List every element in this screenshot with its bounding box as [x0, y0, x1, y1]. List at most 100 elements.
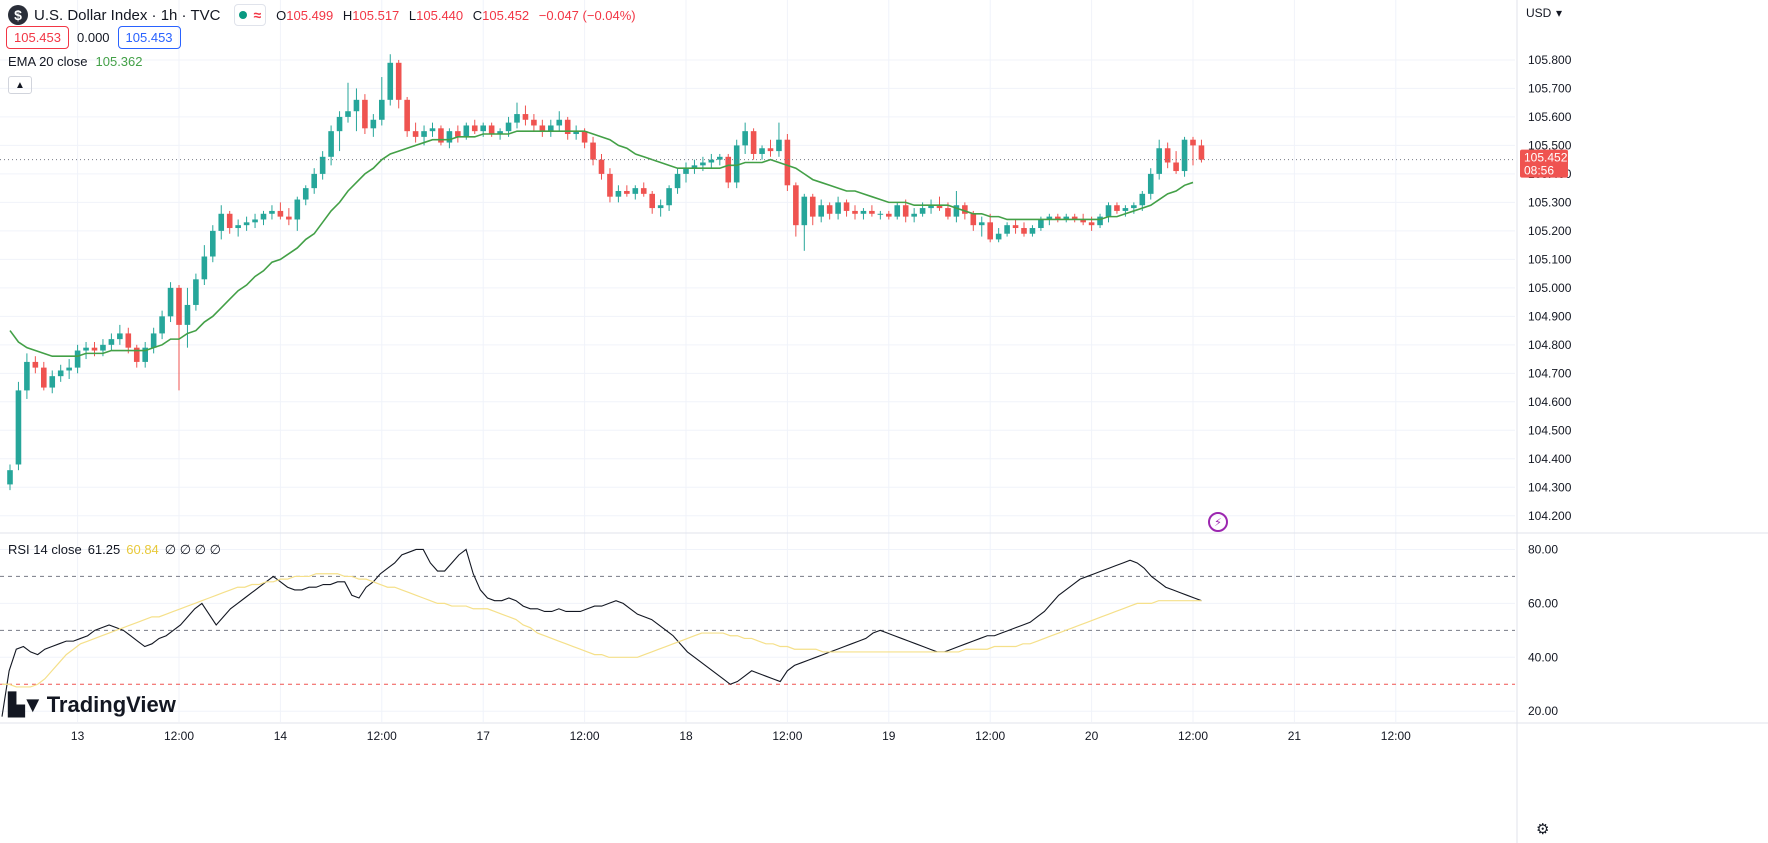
candle-body	[852, 210, 858, 214]
candle	[894, 202, 901, 220]
candle	[725, 153, 732, 189]
candle-body	[1156, 148, 1162, 174]
candle-body	[1147, 173, 1154, 194]
candle-body	[1105, 205, 1112, 217]
dollar-symbol-icon: $	[8, 5, 28, 25]
symbol-title[interactable]: U.S. Dollar Index · 1h · TVC	[34, 6, 221, 24]
price-tick-label: 105.300	[1528, 195, 1572, 209]
candle	[1097, 213, 1103, 229]
candle	[235, 219, 241, 237]
candle	[852, 205, 858, 220]
candle-body	[193, 279, 199, 305]
candle	[159, 310, 165, 340]
candle-body	[1139, 193, 1146, 206]
candle-body	[488, 125, 495, 135]
candle	[260, 210, 267, 226]
candle-body	[1164, 148, 1171, 163]
time-tick-label: 14	[274, 729, 288, 743]
candle	[683, 162, 689, 183]
tradingview-logo[interactable]: ▙▼ TradingView	[8, 692, 176, 718]
candle	[362, 94, 368, 135]
candle-body	[91, 347, 98, 351]
rsi-line	[1, 548, 1202, 717]
candle-body	[353, 99, 360, 112]
time-tick-label: 12:00	[164, 729, 194, 743]
price-tick-label: 105.600	[1528, 110, 1572, 124]
candle-body	[539, 125, 546, 132]
candle-body	[1029, 228, 1036, 234]
spread-value: 0.000	[77, 30, 110, 45]
candle	[32, 356, 39, 374]
candle	[860, 208, 867, 220]
candle	[1063, 213, 1070, 223]
candle	[15, 381, 22, 471]
candle	[379, 77, 385, 126]
time-tick-label: 19	[882, 729, 896, 743]
candle	[412, 122, 419, 143]
candle-body	[57, 370, 64, 377]
candle-body	[497, 131, 503, 135]
candle-body	[345, 111, 351, 117]
rsi-tick-label: 80.00	[1528, 542, 1558, 556]
candle-body	[421, 131, 427, 137]
candle-body	[809, 196, 816, 217]
tradingview-logo-icon: ▙▼	[8, 692, 44, 717]
candle-body	[218, 213, 225, 231]
ema-legend[interactable]: EMA 20 close 105.362	[8, 54, 143, 69]
price-tick-label: 104.700	[1528, 366, 1572, 380]
candle	[184, 287, 191, 348]
rsi-legend[interactable]: RSI 14 close 61.25 60.84 ∅ ∅ ∅ ∅	[8, 542, 221, 558]
buy-button[interactable]: 105.453	[117, 26, 181, 49]
candle	[1122, 205, 1129, 217]
candle	[1156, 139, 1162, 180]
candle	[784, 134, 791, 191]
candle-body	[159, 316, 165, 334]
candle	[987, 213, 993, 243]
candle-body	[953, 205, 960, 217]
candle-body	[302, 188, 309, 200]
currency-selector[interactable]: USD ▾	[1526, 4, 1562, 22]
candle-body	[1071, 216, 1078, 220]
candle	[598, 153, 605, 180]
collapse-legend-button[interactable]: ▲	[8, 76, 32, 94]
candle-body	[573, 131, 579, 135]
candle-body	[717, 156, 723, 160]
rsi-tick-label: 60.00	[1528, 596, 1558, 610]
candle	[117, 324, 123, 345]
candle	[24, 353, 30, 399]
candle-body	[235, 225, 241, 229]
candle	[218, 205, 225, 240]
ohlc-values: O105.499 H105.517 L105.440 C105.452 −0.0…	[276, 7, 636, 23]
gear-icon[interactable]: ⚙	[1536, 821, 1550, 838]
candle-body	[750, 131, 757, 154]
candle	[1181, 136, 1188, 177]
candle-body	[167, 287, 174, 317]
candle-body	[1097, 216, 1103, 226]
candle-body	[260, 213, 267, 220]
rsi-value: 61.25	[87, 542, 121, 557]
candle-body	[522, 114, 529, 120]
candle-body	[1190, 139, 1196, 146]
candle	[632, 185, 639, 200]
sell-button[interactable]: 105.453	[6, 26, 69, 49]
candle-body	[936, 205, 943, 209]
candle-body	[142, 347, 148, 362]
candle-body	[632, 188, 639, 194]
candle-body	[548, 125, 554, 132]
price-tick-label: 104.600	[1528, 395, 1572, 409]
candle-body	[83, 347, 89, 351]
candle	[556, 111, 563, 132]
lightning-icon[interactable]: ⚡	[1208, 512, 1228, 532]
candle-body	[66, 367, 72, 371]
candle	[995, 228, 1002, 243]
candle-body	[438, 128, 444, 143]
time-tick-label: 20	[1085, 729, 1099, 743]
market-status[interactable]: ≈	[234, 4, 267, 26]
candle	[539, 119, 546, 137]
candle	[1012, 219, 1019, 234]
chevron-down-icon: ▾	[1555, 6, 1562, 20]
logo-text: TradingView	[46, 692, 176, 717]
candle-body	[150, 333, 157, 348]
candle	[615, 185, 622, 203]
